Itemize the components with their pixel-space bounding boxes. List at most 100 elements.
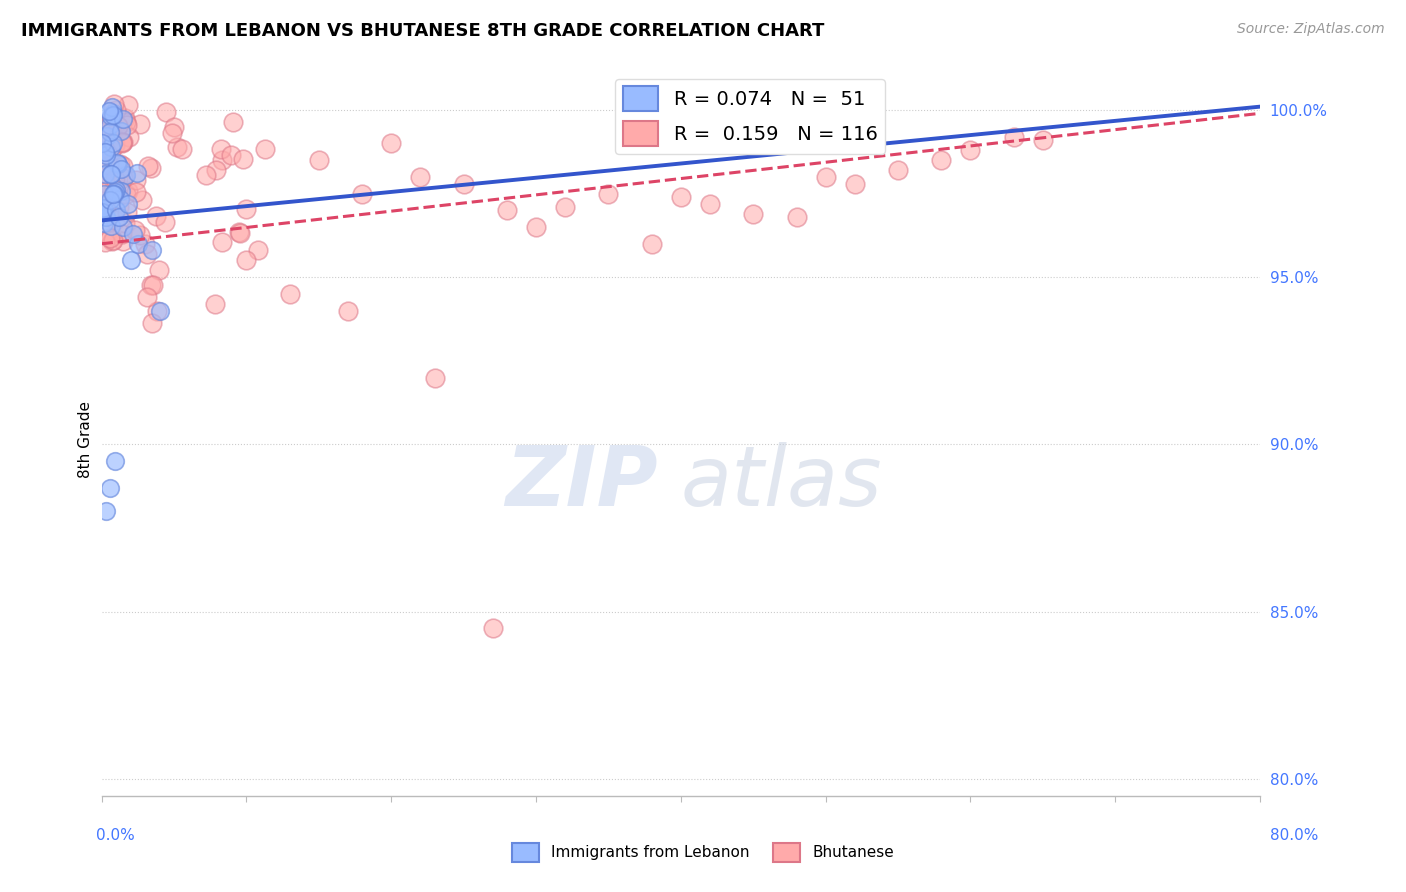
Point xyxy=(104,183,127,197)
Point xyxy=(111,136,134,150)
Point xyxy=(93,200,115,214)
Point xyxy=(98,193,121,207)
Point xyxy=(336,303,359,318)
Point xyxy=(141,161,163,175)
Point xyxy=(254,142,277,156)
Point xyxy=(94,145,117,160)
Point xyxy=(166,140,188,154)
Text: 80.0%: 80.0% xyxy=(1271,828,1319,843)
Point xyxy=(117,205,139,219)
Point xyxy=(103,180,125,194)
Point xyxy=(481,621,503,635)
Point xyxy=(1002,129,1025,144)
Point xyxy=(423,370,446,384)
Point xyxy=(101,128,124,142)
Point xyxy=(100,109,122,123)
Point xyxy=(194,168,217,182)
Point xyxy=(108,210,131,224)
Point xyxy=(107,119,129,133)
Point xyxy=(641,236,664,251)
Point xyxy=(114,186,136,201)
Point xyxy=(100,100,122,114)
Point xyxy=(111,159,134,173)
Point xyxy=(103,108,125,122)
Point xyxy=(93,216,115,230)
Point xyxy=(101,170,124,185)
Point xyxy=(125,172,148,186)
Point xyxy=(98,125,121,139)
Point xyxy=(222,115,245,129)
Point xyxy=(204,297,226,311)
Point xyxy=(142,277,165,292)
Point xyxy=(134,236,156,251)
Legend: Immigrants from Lebanon, Bhutanese: Immigrants from Lebanon, Bhutanese xyxy=(506,837,900,868)
Point xyxy=(204,162,226,177)
Point xyxy=(101,234,124,248)
Point xyxy=(453,177,475,191)
Point xyxy=(93,143,115,157)
Point xyxy=(96,125,118,139)
Point xyxy=(94,178,117,193)
Point xyxy=(112,170,135,185)
Point xyxy=(669,190,692,204)
Point xyxy=(122,227,145,241)
Point xyxy=(141,244,163,258)
Point xyxy=(141,277,163,292)
Point xyxy=(170,142,193,156)
Point xyxy=(155,104,177,119)
Point xyxy=(136,290,159,304)
Point xyxy=(145,303,167,318)
Point xyxy=(100,112,122,127)
Point xyxy=(117,196,139,211)
Point xyxy=(125,166,148,180)
Point xyxy=(209,142,232,156)
Point xyxy=(110,161,132,176)
Point xyxy=(524,220,547,235)
Point xyxy=(148,303,170,318)
Point xyxy=(844,177,866,191)
Point xyxy=(104,213,127,227)
Point xyxy=(105,203,128,218)
Point xyxy=(118,129,141,144)
Point xyxy=(115,115,138,129)
Point xyxy=(211,153,233,167)
Point xyxy=(125,185,148,199)
Point xyxy=(100,231,122,245)
Point xyxy=(278,287,301,301)
Point xyxy=(101,136,124,151)
Point xyxy=(90,136,112,150)
Text: IMMIGRANTS FROM LEBANON VS BHUTANESE 8TH GRADE CORRELATION CHART: IMMIGRANTS FROM LEBANON VS BHUTANESE 8TH… xyxy=(21,22,824,40)
Point xyxy=(117,98,139,112)
Point xyxy=(108,193,131,207)
Text: 0.0%: 0.0% xyxy=(96,828,135,843)
Point xyxy=(235,202,257,216)
Point xyxy=(93,125,115,139)
Point xyxy=(409,169,432,184)
Point xyxy=(100,144,122,158)
Point xyxy=(110,135,132,149)
Point xyxy=(91,202,114,216)
Point xyxy=(112,112,135,126)
Point xyxy=(742,207,765,221)
Point xyxy=(111,227,134,241)
Point xyxy=(141,316,163,330)
Point xyxy=(598,186,620,201)
Point xyxy=(308,153,330,168)
Point xyxy=(93,202,115,217)
Point xyxy=(211,235,233,249)
Point xyxy=(235,253,257,268)
Point xyxy=(94,176,117,190)
Point xyxy=(136,159,159,173)
Point xyxy=(104,171,127,186)
Point xyxy=(97,103,120,118)
Text: ZIP: ZIP xyxy=(505,442,658,523)
Point xyxy=(100,140,122,154)
Point xyxy=(93,152,115,166)
Point xyxy=(114,216,136,230)
Point xyxy=(110,184,132,198)
Point xyxy=(129,227,152,242)
Point xyxy=(100,235,122,249)
Point xyxy=(247,243,270,257)
Legend: R = 0.074   N =  51, R =  0.159   N = 116: R = 0.074 N = 51, R = 0.159 N = 116 xyxy=(616,78,886,154)
Point xyxy=(98,158,121,172)
